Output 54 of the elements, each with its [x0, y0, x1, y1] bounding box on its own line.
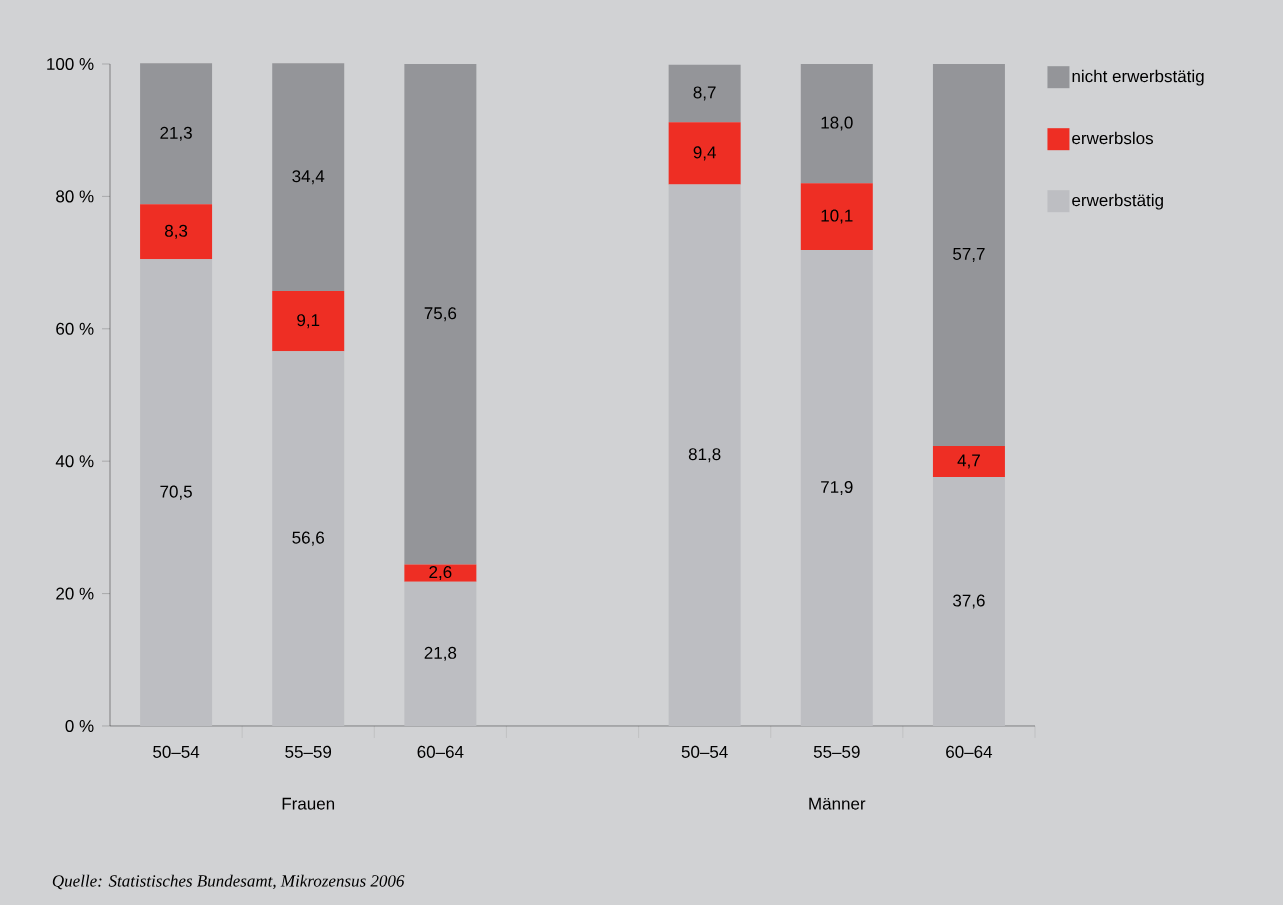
x-tick-label: 60–64: [417, 745, 464, 758]
source-note: Quelle: Statistisches Bundesamt, Mikrozensus 2006: [52, 874, 405, 890]
y-tick-label: 80 %: [56, 190, 94, 203]
data-label: 56,6: [292, 531, 325, 546]
data-label: 8,7: [693, 86, 716, 101]
data-label: 10,1: [821, 209, 853, 224]
data-label: 70,5: [160, 485, 192, 500]
text: Frauen: [282, 797, 335, 810]
bar: [932, 445, 1005, 478]
data-label: 21,3: [160, 126, 192, 141]
y-tick-label: 20 %: [56, 587, 94, 600]
y-tick-label: 60 %: [56, 322, 94, 335]
x-tick-label: 55–59: [813, 745, 860, 758]
x-tick-label: 50–54: [681, 745, 728, 758]
data-label: 9,4: [693, 146, 716, 161]
y-tick-label: 100 %: [47, 57, 94, 71]
data-label: 71,9: [821, 480, 853, 496]
bar: [668, 122, 741, 185]
y-tick-label: 40 %: [55, 455, 94, 468]
text: Männer: [809, 797, 866, 810]
x-tick-label: 55–59: [285, 745, 332, 758]
x-tick-label: 50–54: [153, 745, 200, 758]
bar: [272, 291, 345, 352]
bar: [932, 63, 1005, 446]
legend-label: nicht erwerbstätig: [1072, 69, 1204, 86]
bar: [404, 564, 477, 582]
bar: [140, 63, 213, 205]
bar: [800, 250, 873, 726]
data-label: 57,7: [953, 248, 985, 262]
data-label: 8,3: [165, 224, 188, 239]
bar: [668, 64, 741, 123]
bar: [272, 63, 345, 292]
legend-label: erwerbstätig: [1072, 193, 1163, 210]
bar: [140, 204, 213, 260]
bar: [272, 351, 345, 726]
data-label: 34,4: [292, 170, 325, 185]
x-tick-label: 60–64: [946, 745, 993, 758]
data-label: 21,8: [424, 646, 457, 661]
data-label: 2,6: [429, 566, 452, 581]
bar: [140, 259, 213, 726]
bar: [404, 63, 477, 565]
data-label: 18,0: [821, 116, 853, 131]
data-label: 4,7: [957, 454, 980, 469]
data-label: 37,6: [953, 594, 985, 609]
data-label: 9,1: [297, 314, 320, 329]
y-tick-label: 0 %: [65, 719, 94, 733]
legend-label: erwerbslos: [1072, 131, 1154, 145]
bar: [404, 581, 477, 726]
bar: [932, 477, 1005, 726]
bar: [800, 183, 873, 251]
bar: [800, 63, 873, 184]
bar: [668, 184, 741, 726]
data-label: 75,6: [424, 307, 457, 322]
data-label: 81,8: [688, 448, 721, 463]
